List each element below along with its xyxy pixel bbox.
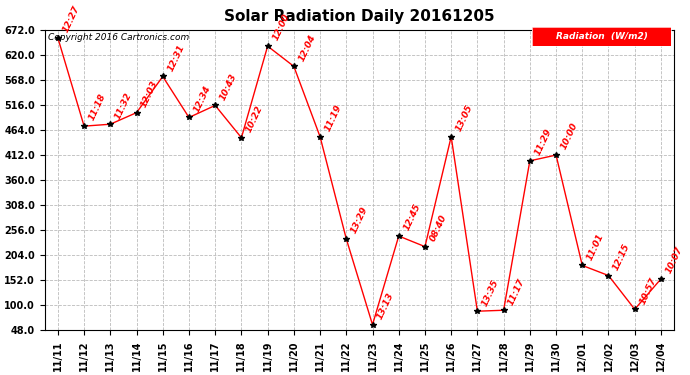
Text: 11:19: 11:19: [323, 103, 344, 133]
Text: 11:18: 11:18: [87, 93, 108, 122]
Text: 08:40: 08:40: [428, 213, 448, 243]
Text: 13:05: 13:05: [454, 103, 475, 133]
Text: 12:31: 12:31: [166, 43, 186, 73]
Text: 12:15: 12:15: [611, 242, 632, 272]
Text: 12:27: 12:27: [61, 4, 81, 34]
Text: 13:13: 13:13: [375, 291, 396, 321]
Text: 13:35: 13:35: [480, 278, 501, 308]
Text: 10:22: 10:22: [244, 104, 265, 134]
Text: 12:03: 12:03: [139, 79, 160, 109]
Text: 12:34: 12:34: [192, 84, 213, 114]
Text: 11:32: 11:32: [113, 91, 134, 120]
Title: Solar Radiation Daily 20161205: Solar Radiation Daily 20161205: [224, 9, 495, 24]
Text: 12:00: 12:00: [270, 12, 291, 42]
Text: 10:07: 10:07: [664, 245, 684, 275]
Text: 10:00: 10:00: [559, 122, 580, 151]
Text: 10:43: 10:43: [218, 72, 239, 102]
Text: 13:29: 13:29: [349, 206, 370, 235]
Text: 12:04: 12:04: [297, 33, 317, 63]
Text: 12:45: 12:45: [402, 202, 422, 232]
Text: 11:01: 11:01: [585, 232, 606, 262]
Text: 11:29: 11:29: [533, 127, 553, 157]
Text: 10:57: 10:57: [638, 276, 658, 305]
Text: Copyright 2016 Cartronics.com: Copyright 2016 Cartronics.com: [48, 33, 189, 42]
Text: 11:17: 11:17: [506, 277, 527, 306]
